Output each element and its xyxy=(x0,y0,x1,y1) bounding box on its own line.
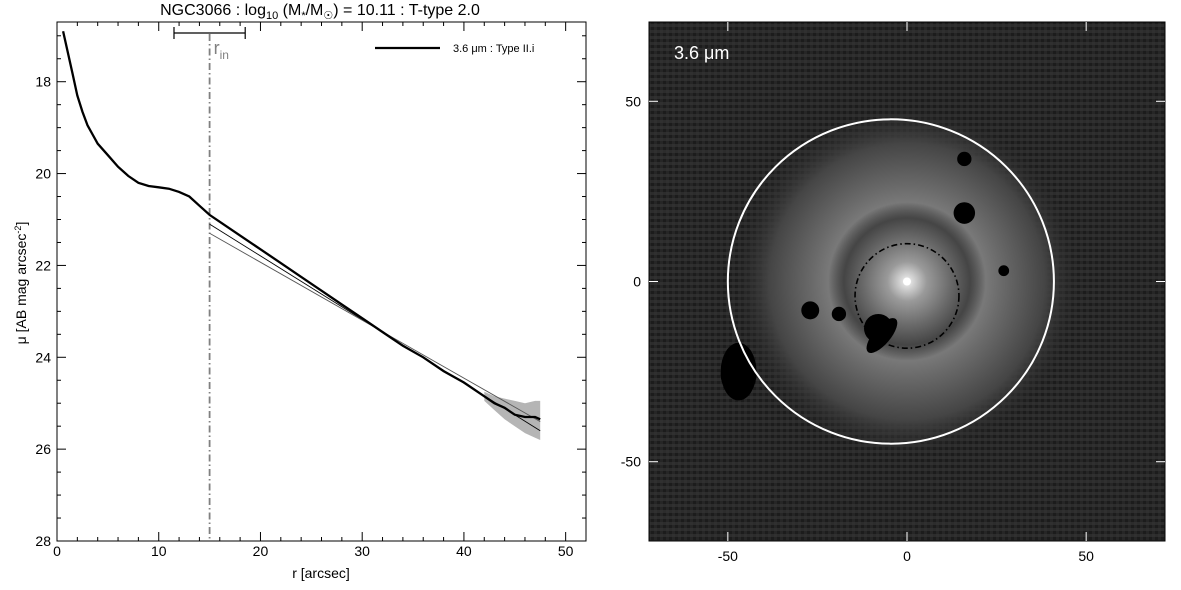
mask-region xyxy=(831,306,847,322)
x-tick-label: 40 xyxy=(456,543,472,559)
r-in-label-sub: in xyxy=(220,48,229,62)
mask-region xyxy=(801,301,820,320)
mask-region xyxy=(957,151,972,167)
profile-chart: NGC3066 : log10 (M*/M☉) = 10.11 : T-type… xyxy=(13,2,587,581)
galaxy-nucleus xyxy=(903,277,911,286)
y-tick-label: 18 xyxy=(35,74,51,90)
title-sep: : xyxy=(231,2,244,19)
image-ticks xyxy=(649,22,1165,541)
x-tick-label: 10 xyxy=(151,543,167,559)
inner-ellipse xyxy=(854,242,960,349)
y-label-prefix: μ [AB mag arcsec xyxy=(13,234,29,345)
r-in-marker: rin xyxy=(173,27,246,62)
x-tick-label: 30 xyxy=(354,543,370,559)
legend: 3.6 μm : Type II.i xyxy=(375,43,534,55)
y-tick-label: 28 xyxy=(35,533,51,549)
title-mass-open: (M xyxy=(283,2,302,19)
y-tick-label: 22 xyxy=(35,257,51,273)
title-log-sub: 10 xyxy=(266,10,278,22)
title-galaxy: NGC3066 xyxy=(160,2,231,19)
title-slash: /M xyxy=(306,2,324,19)
image-y-tick-label: 0 xyxy=(633,274,641,290)
title-value: ) = 10.11 : T-type 2.0 xyxy=(333,2,480,19)
plot-area xyxy=(61,30,541,541)
galaxy-light xyxy=(735,108,1079,455)
x-tick-label: 0 xyxy=(53,543,61,559)
axis-tick-labels: 0 10 20 30 40 50 18 20 22 24 26 28 xyxy=(35,74,573,559)
image-x-tick-label: 50 xyxy=(1078,548,1094,564)
y-tick-label: 26 xyxy=(35,441,51,457)
mask-edge xyxy=(720,342,757,401)
mask-region xyxy=(998,265,1010,277)
y-axis-label: μ [AB mag arcsec-2] xyxy=(13,222,29,345)
image-y-tick-label: 50 xyxy=(625,93,641,109)
band-label: 3.6 μm xyxy=(674,43,729,63)
x-tick-label: 20 xyxy=(253,543,269,559)
chart-title: NGC3066 : log10 (M*/M☉) = 10.11 : T-type… xyxy=(160,2,480,22)
galaxy-image: -50 0 50 50 0 -50 3.6 μm xyxy=(621,21,1166,564)
r-in-label-main: r xyxy=(214,38,220,58)
y-label-suffix: ] xyxy=(13,222,29,226)
x-tick-label: 50 xyxy=(558,543,574,559)
x-axis-label: r [arcsec] xyxy=(292,565,350,581)
image-tick-labels: -50 0 50 50 0 -50 xyxy=(621,93,1094,564)
image-x-tick-label: -50 xyxy=(718,548,738,564)
profile-line xyxy=(61,30,541,421)
y-tick-label: 20 xyxy=(35,166,51,182)
legend-label: 3.6 μm : Type II.i xyxy=(453,43,534,55)
y-label-sup: -2 xyxy=(13,226,23,234)
title-mass-star: * xyxy=(301,10,306,22)
axis-ticks xyxy=(56,22,586,542)
plot-frame xyxy=(56,21,587,542)
mask-region xyxy=(953,202,976,224)
image-x-tick-label: 0 xyxy=(903,548,911,564)
r-in-label: rin xyxy=(214,38,229,62)
title-sun: ☉ xyxy=(323,10,333,22)
title-log: log xyxy=(245,2,266,19)
outer-ellipse xyxy=(726,118,1055,445)
mask-elongated xyxy=(866,318,898,354)
y-tick-label: 24 xyxy=(35,349,51,365)
image-y-tick-label: -50 xyxy=(621,454,641,470)
